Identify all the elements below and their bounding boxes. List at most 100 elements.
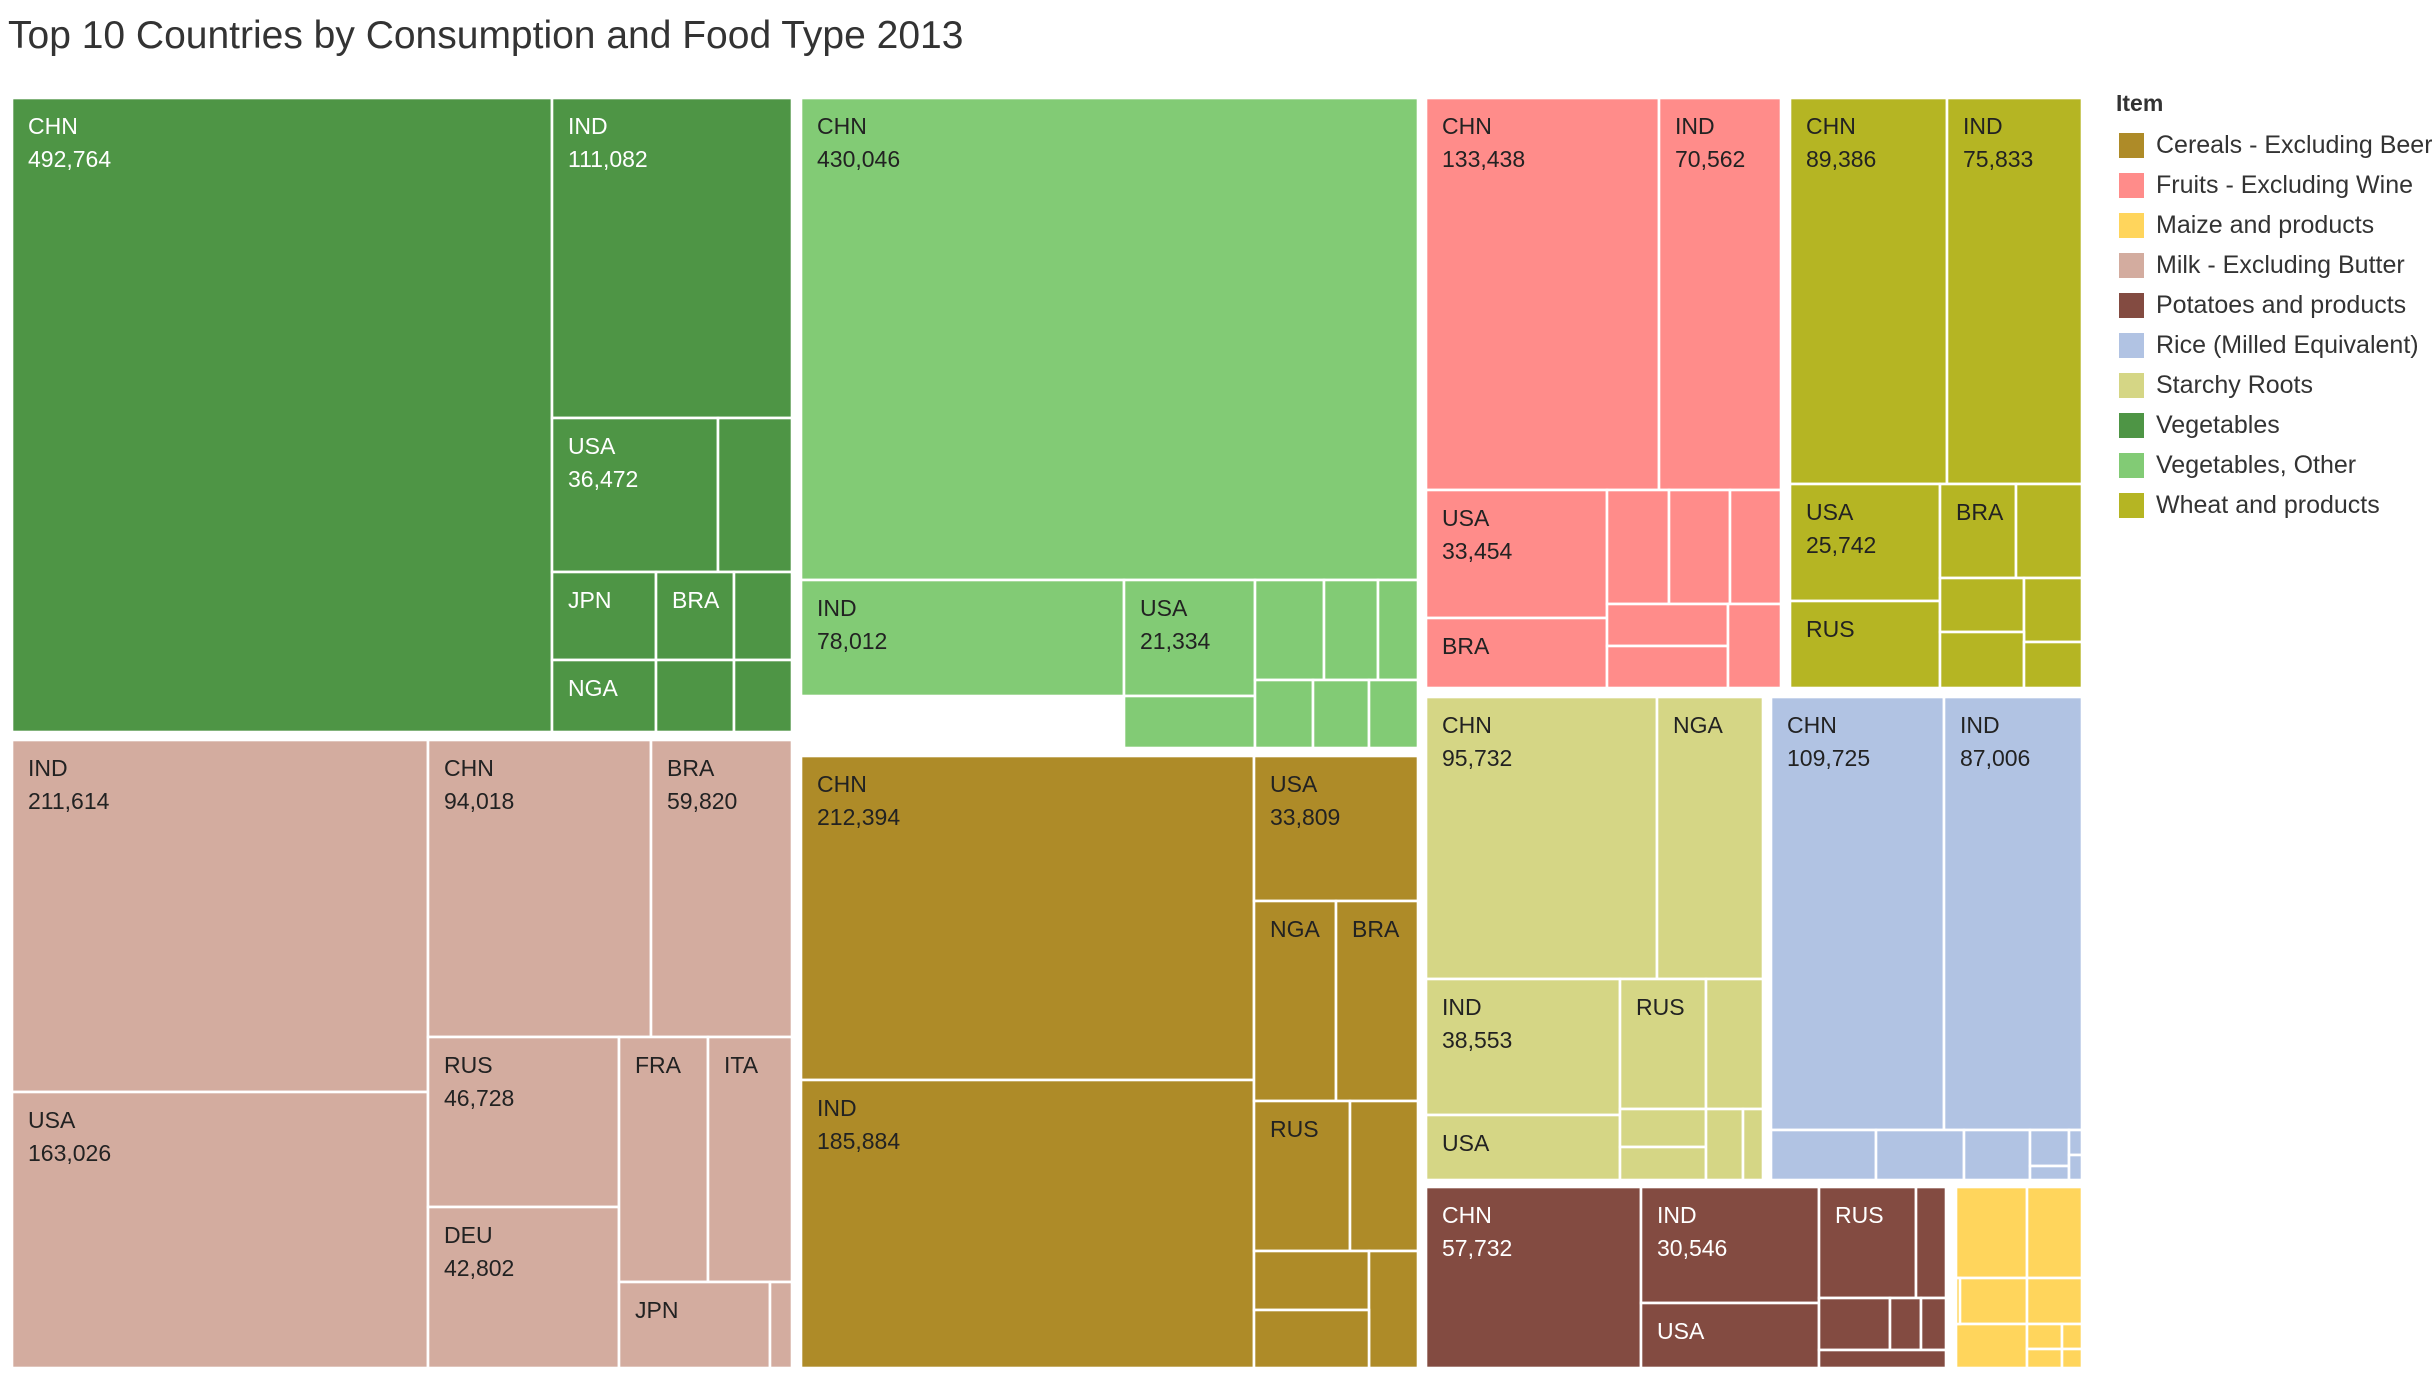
treemap-cell[interactable] <box>2028 1164 2071 1182</box>
treemap-cell[interactable] <box>1367 1249 1420 1370</box>
treemap-cell-rect[interactable] <box>1424 1185 1643 1370</box>
treemap-cell-rect[interactable] <box>1334 899 1420 1103</box>
treemap-cell-rect[interactable] <box>799 754 1256 1082</box>
treemap-cell-rect[interactable] <box>426 1035 621 1209</box>
treemap-cell-rect[interactable] <box>1605 488 1671 606</box>
treemap-cell-rect[interactable] <box>1424 977 1622 1117</box>
treemap-cell-rect[interactable] <box>1252 754 1420 903</box>
treemap-cell-rect[interactable] <box>1938 576 2026 634</box>
treemap-cell-rect[interactable] <box>1322 578 1380 682</box>
treemap-cell-rect[interactable] <box>1704 977 1765 1111</box>
treemap-cell[interactable] <box>2025 1276 2084 1326</box>
treemap-cell-rect[interactable] <box>1376 578 1420 682</box>
treemap-cell-ind[interactable]: IND 78,012 <box>799 578 1126 698</box>
treemap-cell-bra[interactable]: BRA <box>1334 899 1420 1103</box>
treemap-cell-rect[interactable] <box>617 1280 772 1370</box>
treemap-cell[interactable] <box>1938 576 2026 634</box>
legend-item-rice-milled-equivalent[interactable]: Rice (Milled Equivalent) <box>2108 325 2432 365</box>
treemap-cell-usa[interactable]: USA 25,742 <box>1788 482 1942 603</box>
treemap-cell-rect[interactable] <box>2060 1322 2084 1351</box>
treemap-cell-ind[interactable]: IND 211,614 <box>10 738 430 1094</box>
treemap-cell[interactable] <box>2067 1128 2084 1157</box>
treemap-cell-usa[interactable]: USA 33,454 <box>1424 488 1609 620</box>
treemap-cell-rect[interactable] <box>550 416 720 574</box>
treemap-cell-rect[interactable] <box>1874 1128 1966 1182</box>
treemap-cell-usa[interactable]: USA 21,334 <box>1122 578 1257 698</box>
treemap-cell[interactable] <box>1817 1296 1892 1352</box>
treemap-cell[interactable] <box>1252 1308 1371 1370</box>
treemap-cell[interactable] <box>1252 1249 1371 1312</box>
treemap-cell[interactable] <box>1888 1296 1923 1352</box>
treemap-cell-rect[interactable] <box>550 658 658 734</box>
treemap-cell-rect[interactable] <box>1962 1128 2032 1182</box>
treemap-cell-rect[interactable] <box>1655 695 1765 981</box>
treemap-cell-rect[interactable] <box>2022 576 2084 644</box>
treemap-cell-rect[interactable] <box>617 1035 710 1284</box>
treemap-cell-bra[interactable]: BRA 59,820 <box>649 738 794 1039</box>
treemap-cell[interactable] <box>1376 578 1420 682</box>
treemap-cell[interactable] <box>2028 1128 2071 1168</box>
treemap-cell-rect[interactable] <box>1424 488 1609 620</box>
treemap-cell-rect[interactable] <box>2028 1164 2071 1182</box>
treemap-cell-rect[interactable] <box>1954 1185 2029 1280</box>
treemap-cell-rect[interactable] <box>654 570 736 662</box>
treemap-cell[interactable] <box>1704 1107 1745 1182</box>
legend-item-potatoes-and-products[interactable]: Potatoes and products <box>2108 285 2432 325</box>
treemap-cell-rect[interactable] <box>2025 1347 2064 1370</box>
treemap-cell-rect[interactable] <box>2025 1276 2084 1326</box>
treemap-cell-rect[interactable] <box>1424 616 1609 690</box>
treemap-cell-rect[interactable] <box>426 1205 621 1370</box>
treemap-cell-chn[interactable]: CHN 212,394 <box>799 754 1256 1082</box>
treemap-cell-rus[interactable]: RUS 46,728 <box>426 1035 621 1209</box>
treemap-cell[interactable] <box>1311 678 1371 750</box>
treemap-cell-rect[interactable] <box>1728 488 1783 606</box>
treemap-cell-rect[interactable] <box>2067 1128 2084 1157</box>
treemap-cell-rect[interactable] <box>2022 640 2084 690</box>
treemap-cell-nga[interactable]: NGA <box>1252 899 1338 1103</box>
legend-item-fruits-excluding-wine[interactable]: Fruits - Excluding Wine <box>2108 165 2432 205</box>
treemap-cell-rect[interactable] <box>1605 602 1730 648</box>
treemap-cell[interactable] <box>1962 1128 2032 1182</box>
treemap-cell-jpn[interactable]: JPN <box>550 570 658 662</box>
treemap-cell-rect[interactable] <box>768 1280 794 1370</box>
treemap-cell-rect[interactable] <box>1919 1296 1948 1352</box>
treemap-cell[interactable] <box>2025 1347 2064 1370</box>
treemap-cell-rect[interactable] <box>1252 1249 1371 1312</box>
treemap-cell[interactable] <box>1618 1145 1708 1182</box>
treemap-cell-rus[interactable]: RUS <box>1817 1185 1918 1300</box>
treemap-cell[interactable] <box>1954 1276 2029 1326</box>
treemap-cell-rect[interactable] <box>1618 1107 1708 1149</box>
treemap-cell-chn[interactable]: CHN 94,018 <box>426 738 653 1039</box>
treemap-cell[interactable] <box>1726 602 1783 690</box>
legend-item-maize-and-products[interactable]: Maize and products <box>2108 205 2432 245</box>
treemap-cell[interactable] <box>1605 488 1671 606</box>
treemap-cell-rect[interactable] <box>1954 1276 2029 1326</box>
legend-item-milk-excluding-butter[interactable]: Milk - Excluding Butter <box>2108 245 2432 285</box>
treemap-cell-rect[interactable] <box>2025 1185 2084 1280</box>
treemap-cell-rect[interactable] <box>1367 678 1420 750</box>
treemap-cell-nga[interactable]: NGA <box>1655 695 1765 981</box>
treemap-cell[interactable] <box>1122 694 1257 750</box>
treemap-cell-rect[interactable] <box>1938 630 2026 690</box>
treemap-cell-rect[interactable] <box>706 1035 794 1284</box>
treemap-cell[interactable] <box>1367 678 1420 750</box>
treemap-cell-jpn[interactable]: JPN <box>617 1280 772 1370</box>
treemap-cell[interactable] <box>732 658 794 734</box>
treemap-cell[interactable] <box>2025 1322 2064 1351</box>
treemap-cell-rect[interactable] <box>1252 899 1338 1103</box>
treemap-cell-rect[interactable] <box>799 96 1420 582</box>
treemap-cell[interactable] <box>2060 1347 2084 1370</box>
treemap-cell-rect[interactable] <box>1424 695 1659 981</box>
treemap-cell-nga[interactable]: NGA <box>550 658 658 734</box>
treemap-cell-rect[interactable] <box>799 1078 1256 1370</box>
treemap-cell-rect[interactable] <box>1618 1145 1708 1182</box>
treemap-cell-rect[interactable] <box>1769 1128 1878 1182</box>
treemap-cell-rect[interactable] <box>1252 1099 1352 1253</box>
treemap-cell-rect[interactable] <box>2014 482 2084 580</box>
treemap-cell-rect[interactable] <box>732 658 794 734</box>
treemap-cell[interactable] <box>732 570 794 662</box>
treemap-cell-fra[interactable]: FRA <box>617 1035 710 1284</box>
legend-item-vegetables-other[interactable]: Vegetables, Other <box>2108 445 2432 485</box>
treemap-cell-rect[interactable] <box>10 96 554 734</box>
treemap-cell-rect[interactable] <box>1605 644 1730 690</box>
